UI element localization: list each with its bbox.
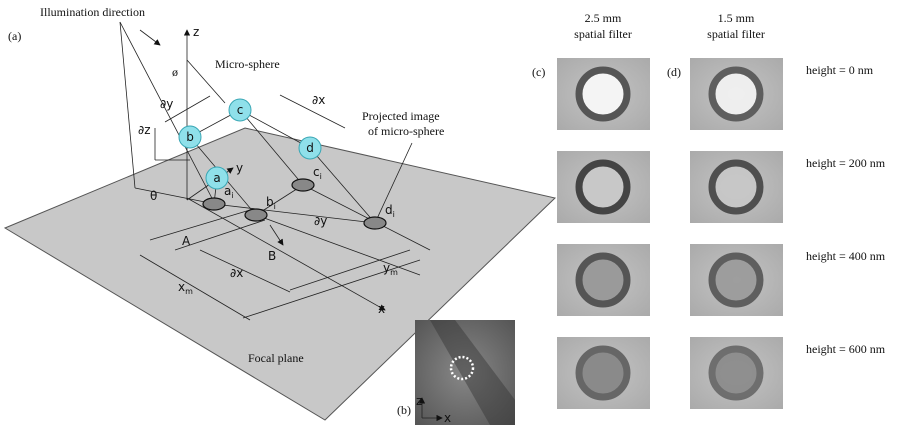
dim-label: ∂x [312, 93, 325, 107]
height-label: height = 0 nm [806, 63, 874, 77]
axis-y: y [236, 161, 243, 175]
dim-label: ∂y [160, 97, 173, 111]
height-label: height = 200 nm [806, 156, 886, 170]
height-label: height = 400 nm [806, 249, 886, 263]
dim-label: ∂z [138, 123, 151, 137]
panel-label: (b) [397, 403, 411, 417]
micrograph-ring [712, 163, 760, 211]
image-label-sub: i [274, 202, 276, 211]
image-label-sub: i [393, 210, 395, 219]
column-title: 2.5 mm [585, 11, 622, 25]
micrograph-ring [712, 70, 760, 118]
axis-z: z [193, 25, 199, 39]
projected-label: Projected image [362, 109, 440, 123]
sphere-label: d [306, 141, 314, 155]
sphere-label: b [186, 130, 194, 144]
micrograph-ring [579, 256, 627, 304]
sphere-label: a [213, 171, 220, 185]
figure: aibicidiabcd (a) Illumination direction … [0, 0, 906, 427]
projected-label: of micro-sphere [368, 124, 444, 138]
image-label-sub: i [320, 172, 322, 181]
projected-image [245, 209, 267, 221]
image-label-sub: i [231, 191, 233, 200]
micrograph-ring [579, 70, 627, 118]
micrograph-ring [579, 349, 627, 397]
angle-phi: ø [172, 65, 178, 79]
panel-label: (a) [8, 29, 21, 43]
projected-image [203, 198, 225, 210]
column-title: spatial filter [574, 27, 632, 41]
microsphere-label: Micro-sphere [215, 57, 280, 71]
panel-label: (c) [532, 65, 545, 79]
micrograph-ring [712, 349, 760, 397]
dim-label: B [268, 249, 276, 263]
column-title: 1.5 mm [718, 11, 755, 25]
dim-label: A [182, 234, 191, 248]
dim-label: ∂x [230, 266, 243, 280]
focal-plane-label: Focal plane [248, 351, 304, 365]
image-label-main: c [313, 165, 320, 179]
inset-axis-label: x [444, 411, 451, 425]
sphere-label: c [237, 103, 244, 117]
image-label-main: b [266, 195, 274, 209]
micrograph-ring [579, 163, 627, 211]
image-label-main: d [385, 203, 393, 217]
axis-x: x [378, 302, 385, 316]
micrograph-ring [712, 256, 760, 304]
illumination-label: Illumination direction [40, 5, 145, 19]
inset-axis-label: z [416, 394, 422, 408]
column-title: spatial filter [707, 27, 765, 41]
dim-label: ∂y [314, 214, 327, 228]
panel-label: (d) [667, 65, 681, 79]
angle-theta: θ [150, 189, 157, 203]
projected-image [364, 217, 386, 229]
height-label: height = 600 nm [806, 342, 886, 356]
projected-image [292, 179, 314, 191]
